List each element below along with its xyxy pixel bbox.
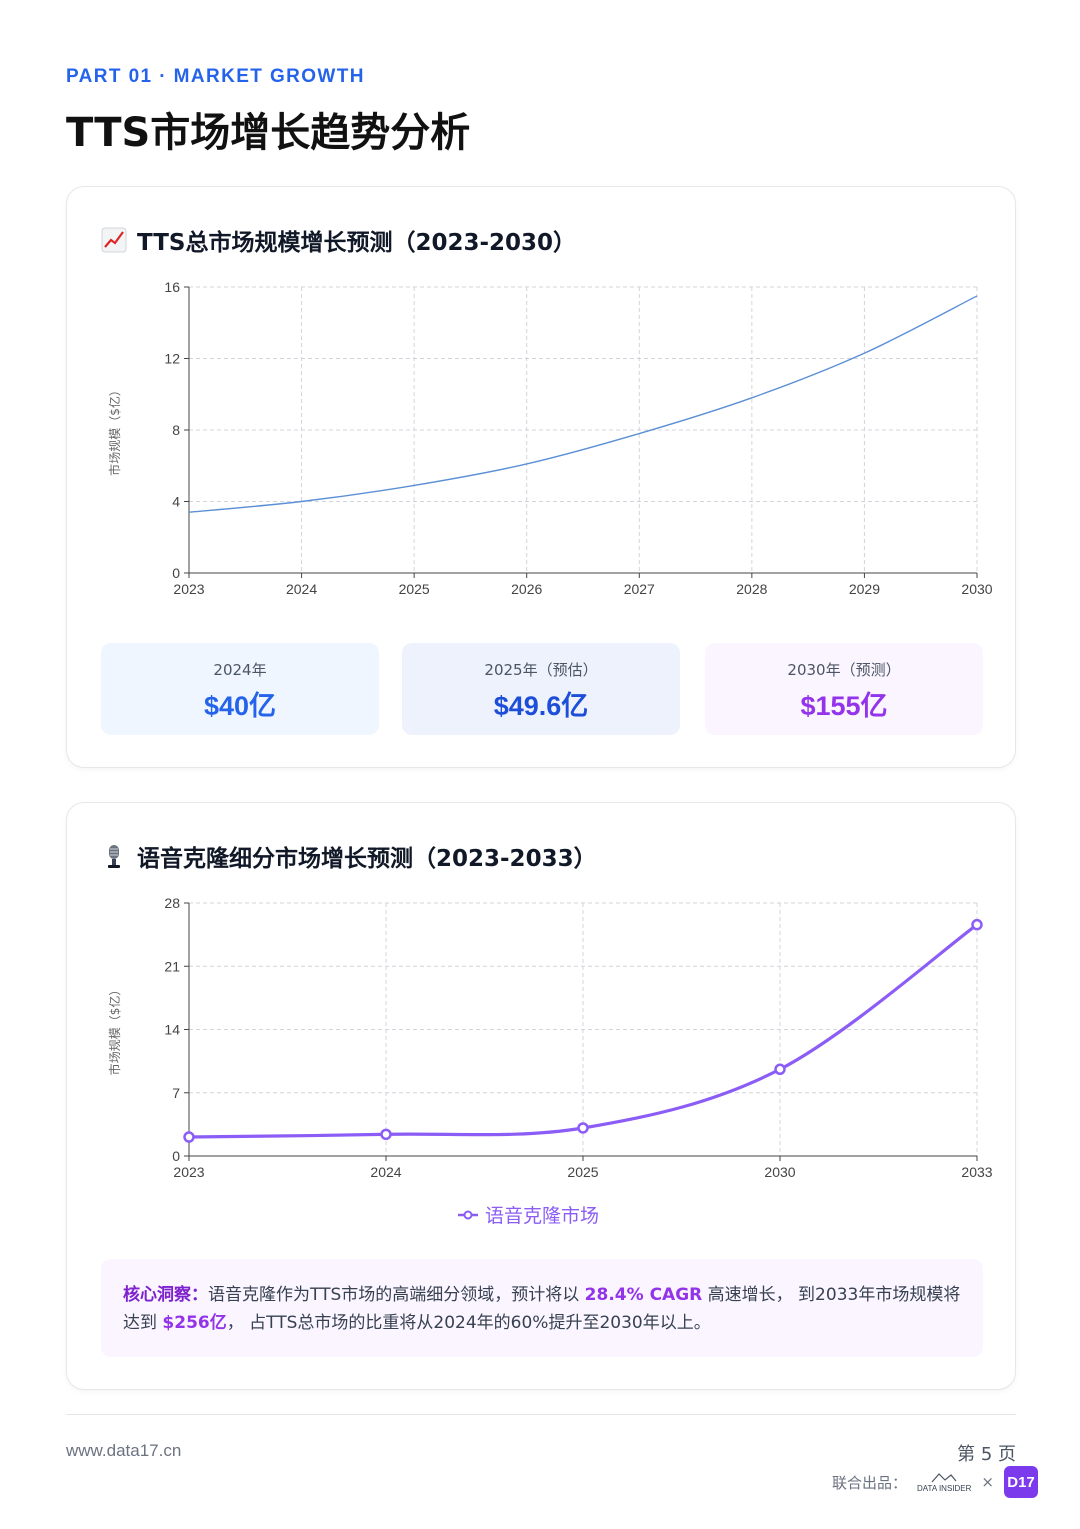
y-axis-label: 市场规模（$亿） [107,384,122,476]
legend-label: 语音克隆市场 [485,1205,600,1227]
x-tick-label: 2029 [849,581,880,597]
x-tick-label: 2025 [567,1164,598,1180]
x-tick-label: 2033 [961,1164,992,1180]
chart2-legend[interactable]: 语音克隆市场 [457,1201,599,1228]
y-tick-label: 8 [172,422,180,438]
co-producers: 联合出品： DATA INSIDER × D17 [832,1466,1038,1498]
series-line [188,295,978,513]
tts-market-card: TTS总市场规模增长预测（2023-2030） 0 4 8 12 16 2023 2024 2… [66,186,1016,768]
x-tick-label: 2023 [173,1164,204,1180]
stat-value: $49.6亿 [493,691,589,721]
data-point [183,1131,195,1143]
y-tick-label: 16 [164,279,180,295]
y-tick-label: 12 [164,351,180,367]
core-insight-box: 核心洞察：语音克隆作为TTS市场的高端细分领域，预计将以 28.4% CAGR … [101,1259,983,1357]
stat-label: 2030年（预测） [787,661,901,679]
y-axis-label: 市场规模（$亿） [107,984,122,1076]
tts-market-line-chart: 0 4 8 12 16 2023 2024 2025 2026 2027 2028 2029 2030 市… [107,279,993,597]
chart1-title: TTS总市场规模增长预测（2023-2030） [101,223,576,257]
y-tick-label: 0 [172,565,180,581]
y-tick-label: 7 [172,1085,180,1101]
x-tick-label: 2024 [370,1164,401,1180]
insight-text-2: 高速增长， 到2033年市场规模将达到 [123,1285,961,1333]
microphone-icon [108,845,120,868]
y-tick-label: 21 [164,958,180,974]
chart2-title: 语音克隆细分市场增长预测（2023-2033） [101,839,597,873]
x-tick-label: 2026 [511,581,542,597]
chart1-title-text: TTS总市场规模增长预测（2023-2030） [137,230,577,256]
insight-text-3: ， 占TTS总市场的比重将从2024年的60%提升至2030年以上。 [226,1313,711,1333]
x-tick-label: 2025 [399,581,430,597]
chart2-title-text: 语音克隆细分市场增长预测（2023-2033） [137,846,597,872]
insight-text-1: 语音克隆作为TTS市场的高端细分领域，预计将以 [208,1285,580,1305]
data-insider-logo: DATA INSIDER [917,1472,971,1493]
stat-card-2030: 2030年（预测） $155亿 [705,643,983,735]
data-point [971,918,983,931]
section-kicker: PART 01 · MARKET GROWTH [66,66,365,87]
insight-label: 核心洞察： [123,1285,208,1305]
data-point [577,1122,589,1134]
partner-logo-text: DATA INSIDER [917,1483,972,1493]
chart-increasing-icon [101,227,127,253]
stat-value: $155亿 [800,691,888,721]
stat-label: 2024年 [213,661,267,679]
y-tick-label: 0 [172,1148,180,1164]
insight-cagr: 28.4% CAGR [584,1285,703,1305]
data-point [774,1063,786,1076]
legend-line-marker-icon [458,1210,478,1219]
voice-clone-card: 语音克隆细分市场增长预测（2023-2033） 0 7 14 21 28 2023 2024… [66,802,1016,1390]
x-tick-label: 2030 [961,581,992,597]
stat-label: 2025年（预估） [484,661,598,679]
y-tick-label: 28 [164,895,180,911]
stat-card-2024: 2024年 $40亿 [101,643,379,735]
d17-logo: D17 [1004,1466,1038,1498]
y-tick-label: 4 [172,494,180,510]
copro-separator: × [981,1473,994,1491]
footer-url[interactable]: www.data17.cn [66,1441,182,1460]
y-tick-label: 14 [164,1022,180,1038]
x-tick-label: 2023 [173,581,204,597]
x-tick-label: 2027 [624,581,655,597]
stat-value: $40亿 [203,691,277,721]
data-point [380,1128,392,1141]
x-tick-label: 2024 [286,581,317,597]
x-tick-label: 2028 [736,581,767,597]
x-tick-label: 2030 [764,1164,795,1180]
page-title: TTS市场增长趋势分析 [66,110,471,156]
data-insider-mark-icon [931,1472,957,1482]
copro-label: 联合出品： [832,1473,908,1492]
page-number: 第 5 页 [957,1444,1016,1465]
footer-divider [66,1414,1016,1415]
insight-size: $256亿 [162,1313,227,1333]
stat-card-2025: 2025年（预估） $49.6亿 [402,643,680,735]
voice-clone-line-chart: 0 7 14 21 28 2023 2024 2025 2030 2033 市场规模（$亿） [107,895,993,1180]
